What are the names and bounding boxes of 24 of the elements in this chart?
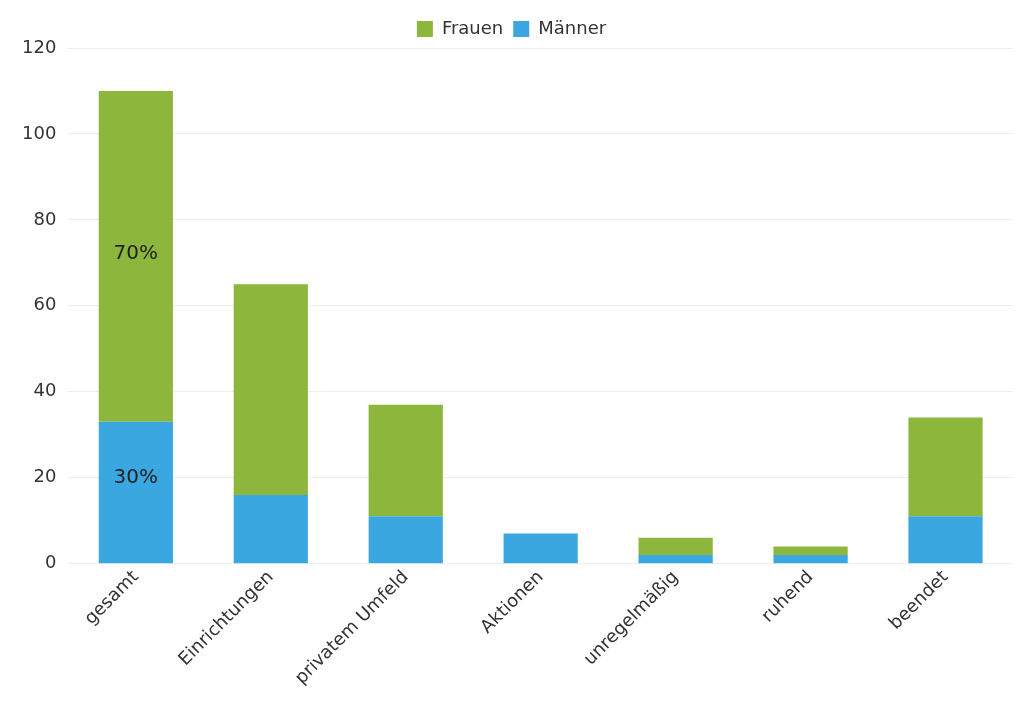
bar: [233, 284, 308, 495]
y-tick-label: 60: [33, 293, 57, 315]
bar: [773, 555, 848, 564]
y-tick-label: 0: [44, 551, 57, 573]
bar: [638, 537, 713, 556]
y-tick-label: 120: [22, 35, 57, 57]
legend-label: Männer: [538, 16, 607, 38]
bar: [368, 404, 443, 517]
bar: [503, 533, 578, 564]
bar: [233, 494, 308, 564]
bar: [908, 417, 983, 517]
legend-label: Frauen: [441, 16, 504, 38]
bar: [98, 421, 173, 564]
bar: [368, 516, 443, 564]
y-tick-label: 40: [33, 379, 57, 401]
bar: [638, 555, 713, 564]
annotation: 30%: [113, 463, 159, 488]
bar: [98, 90, 173, 422]
bar: [908, 516, 983, 564]
annotation: 70%: [113, 240, 159, 265]
y-tick-label: 20: [33, 465, 57, 487]
y-tick-label: 100: [22, 121, 57, 143]
y-tick-label: 80: [33, 207, 57, 229]
bar: [773, 546, 848, 556]
